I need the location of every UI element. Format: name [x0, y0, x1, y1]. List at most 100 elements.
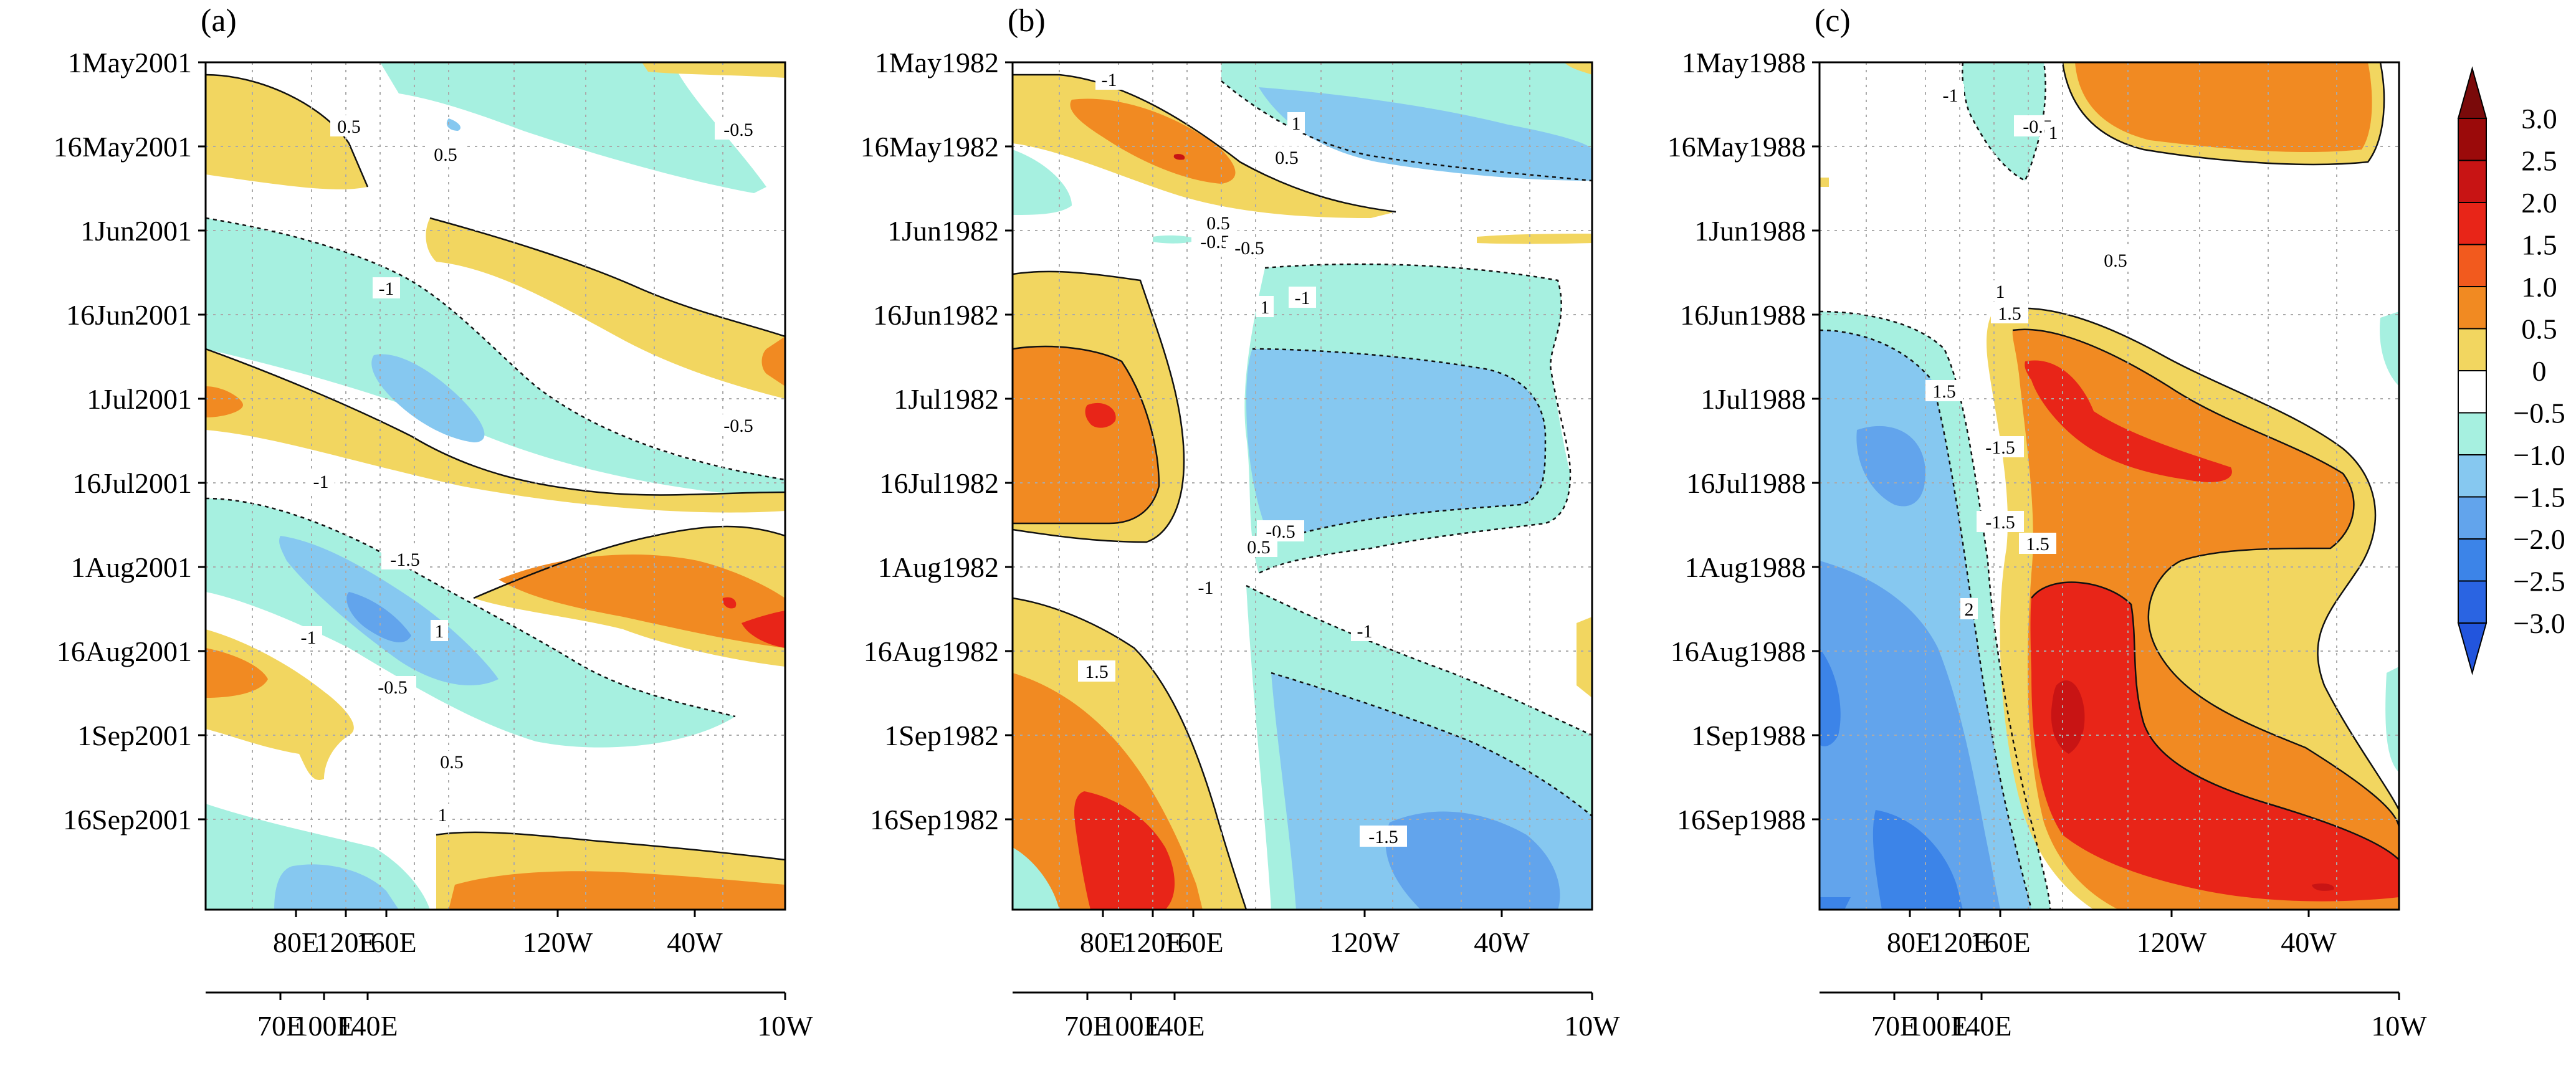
- contour-label: 1.5: [2026, 534, 2049, 555]
- x-tick-label: 40W: [2281, 926, 2337, 958]
- contour-line: [1221, 80, 1592, 182]
- contour-line: [206, 497, 736, 718]
- contour-fill: [380, 62, 766, 193]
- x-tick-label: 40W: [1474, 926, 1530, 958]
- y-tick-label: 1Jul2001: [87, 383, 192, 415]
- contour-label: 1.5: [1932, 381, 1956, 402]
- x-tick-label: 120E: [1929, 926, 1990, 958]
- y-tick-label: 1Aug2001: [71, 551, 192, 583]
- panel-c-y-ticks: 1May1988 16May1988 1Jun1988 16Jun1988 1Jul19…: [1667, 47, 1820, 836]
- panel-b: (b) 1May1982 16May1982 1Jun1982 16Jun1982 1J…: [861, 3, 1621, 1042]
- y-tick-label: 1Aug1982: [878, 551, 999, 583]
- contour-label-bg: [2044, 121, 2062, 143]
- y-tick-label: 16Jun2001: [66, 299, 192, 331]
- colorbar-segment: [2458, 412, 2487, 455]
- contour-fill: [1856, 426, 1925, 507]
- contour-label-bg: [1256, 296, 1274, 317]
- x-tick-label: 80E: [1887, 926, 1933, 958]
- contour-label-bg: [1360, 826, 1407, 847]
- contour-fill: [1872, 810, 1963, 910]
- y-tick-label: 16Jul2001: [72, 467, 192, 499]
- contour-label: 0.5: [1275, 148, 1299, 168]
- contour-fill: [761, 336, 785, 386]
- panel-a-y-ticks: 1May2001 16May2001 1Jun2001 16Jun2001 1Jul20…: [54, 47, 206, 836]
- contour-label-bg: [330, 115, 368, 136]
- contour-line: [2061, 62, 2385, 166]
- y-tick-label: 16Aug1982: [864, 636, 999, 667]
- contour-line: [1820, 329, 2033, 910]
- contour-label-bg: [1992, 280, 2009, 302]
- colorbar-segment: [2458, 328, 2487, 371]
- y-tick-label: 1Jun2001: [80, 215, 192, 247]
- contour-label: -1: [1943, 85, 1958, 106]
- contour-label: -1: [1102, 70, 1117, 90]
- colorbar-segment: [2458, 496, 2487, 540]
- x2-tick-label: 70E: [257, 1010, 303, 1042]
- panel-a-fill: [206, 62, 785, 910]
- y-tick-label: 16Sep2001: [63, 804, 192, 836]
- contour-fill: [1070, 98, 1236, 184]
- x-tick-label: 40W: [667, 926, 723, 958]
- y-tick-label: 16May1982: [861, 131, 999, 163]
- contour-line: [1013, 345, 1160, 525]
- colorbar-segment: [2458, 159, 2487, 203]
- x-tick-label: 80E: [273, 926, 319, 958]
- contour-fill: [449, 871, 785, 910]
- contour-label: -1: [1357, 621, 1373, 642]
- panel-b-frame: [1011, 61, 1593, 911]
- panel-a-label: (a): [201, 3, 237, 39]
- contour-label-bg: [1200, 212, 1237, 233]
- y-tick-label: 1Aug1988: [1685, 551, 1806, 583]
- contour-line: [1993, 307, 2399, 811]
- x2-tick-label: 100E: [1100, 1010, 1161, 1042]
- x-tick-label: 120E: [1122, 926, 1183, 958]
- x2-tick-label: 140E: [337, 1010, 398, 1042]
- contour-fill: [206, 349, 785, 513]
- y-tick-label: 1Jul1982: [894, 383, 999, 415]
- contour-fill: [1820, 178, 1829, 187]
- contour-label: 0.5: [2104, 250, 2127, 271]
- contour-label: -0.5: [723, 416, 753, 436]
- contour-fill: [279, 536, 499, 685]
- x2-tick-label: 140E: [1144, 1010, 1205, 1042]
- colorbar-segment: [2458, 538, 2487, 582]
- contour-fill: [2075, 62, 2372, 153]
- colorbar-label: 0.5: [2521, 313, 2557, 345]
- contour-label-bg: [1268, 146, 1305, 168]
- panel-b-label: (b): [1008, 3, 1046, 39]
- panel-c-fill: [1820, 62, 2399, 910]
- contour-fill: [642, 62, 785, 78]
- colorbar-label: 1.5: [2521, 229, 2557, 261]
- contour-fill: [2380, 312, 2399, 386]
- contour-label: 0.5: [337, 117, 361, 137]
- panel-b-contour-labels: -110.50.5-0.5 -0.51 -1-1-0.50.5-11.5-1.5: [1078, 69, 1407, 847]
- contour-label-bg: [1240, 536, 1277, 557]
- y-tick-label: 1Jul1988: [1701, 383, 1806, 415]
- contour-label: 1.5: [1998, 303, 2021, 324]
- contour-label: 0.5: [1247, 537, 1271, 558]
- contour-fill: [1385, 811, 1560, 910]
- y-tick-label: 16Aug1988: [1671, 636, 1806, 667]
- contour-line: [1252, 348, 1547, 543]
- contour-label: -1.5: [390, 550, 420, 570]
- x2-tick-label: 100E: [293, 1010, 354, 1042]
- contour-fill: [499, 555, 785, 648]
- y-tick-label: 16May1988: [1667, 131, 1806, 163]
- x-tick-label: 160E: [1970, 926, 2030, 958]
- colorbar-label: −3.0: [2513, 607, 2565, 639]
- colorbar-label: −1.5: [2513, 482, 2565, 513]
- x-tick-label: 120E: [315, 926, 376, 958]
- contour-fill: [346, 592, 411, 642]
- contour-label: 1: [1292, 113, 1301, 134]
- contour-fill: [1577, 617, 1592, 698]
- contour-label-bg: [434, 804, 451, 825]
- colorbar-segment: [2458, 118, 2487, 161]
- contour-line: [429, 217, 785, 338]
- y-tick-label: 1Sep1988: [1691, 720, 1806, 751]
- y-tick-label: 16Jul1982: [879, 467, 999, 499]
- x-tick-label: 80E: [1080, 926, 1126, 958]
- y-tick-label: 16May2001: [54, 131, 192, 163]
